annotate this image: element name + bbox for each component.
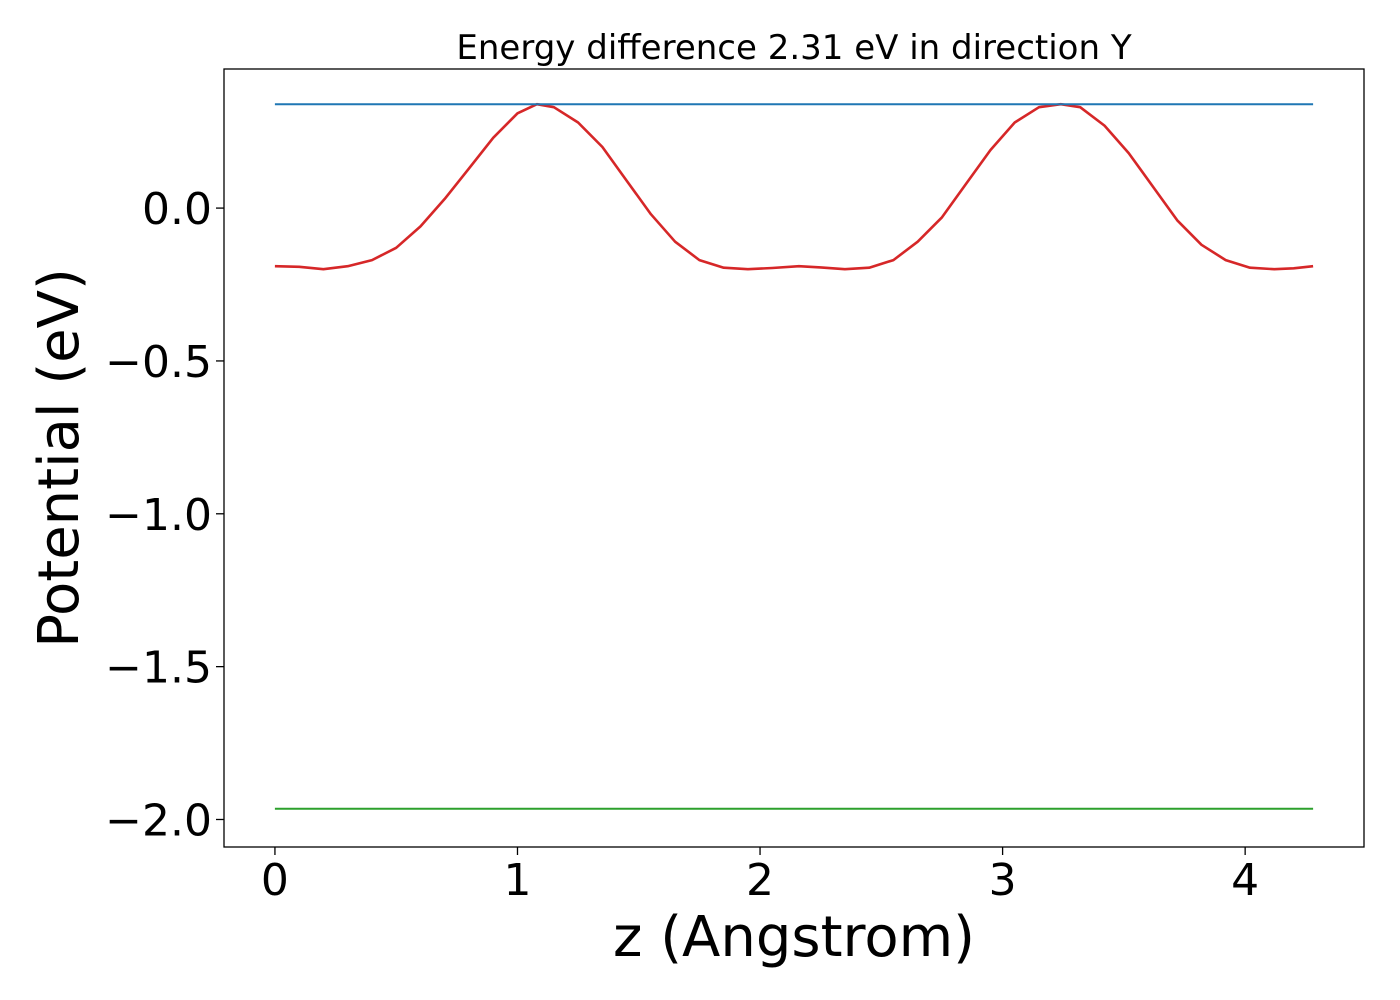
x-axis-label: z (Angstrom) (613, 905, 975, 970)
y-tick-label: −0.5 (105, 337, 212, 388)
x-tick-label: 3 (989, 855, 1017, 906)
plot-area-frame (223, 68, 1365, 848)
y-axis-ticks: 0.0 −0.5 −1.0 −1.5 −2.0 (105, 184, 224, 846)
x-tick-label: 1 (503, 855, 531, 906)
y-tick-label: 0.0 (142, 184, 212, 235)
y-tick-label: −1.0 (105, 490, 212, 541)
y-tick-label: −2.0 (105, 795, 212, 846)
series-layer (274, 102, 1314, 810)
x-tick-label: 4 (1231, 855, 1259, 906)
chart-title: Energy difference 2.31 eV in direction Y (456, 28, 1131, 68)
x-axis-ticks: 0 1 2 3 4 (261, 847, 1259, 906)
x-tick-label: 0 (261, 855, 289, 906)
y-tick-label: −1.5 (105, 643, 212, 694)
series-line-0 (274, 102, 1314, 271)
y-axis-label: Potential (eV) (27, 268, 92, 648)
x-tick-label: 2 (746, 855, 774, 906)
